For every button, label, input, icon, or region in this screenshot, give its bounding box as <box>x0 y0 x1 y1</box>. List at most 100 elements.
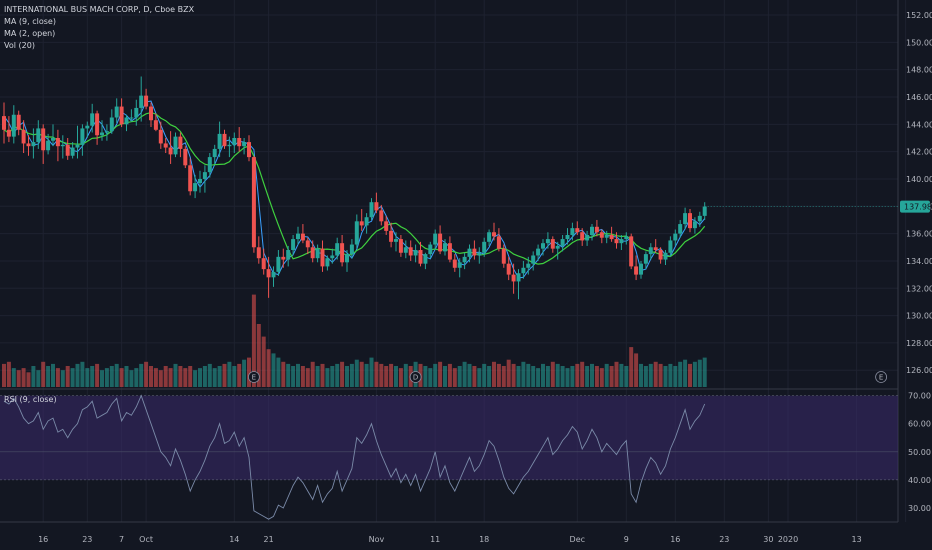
last-price-badge: 137.98 <box>704 200 932 213</box>
candle <box>134 99 139 126</box>
volume-bar <box>673 366 678 387</box>
candle <box>482 237 487 257</box>
candle-body <box>46 140 51 151</box>
price-tick-label: 140.00 <box>906 175 932 184</box>
volume-bar <box>594 366 599 387</box>
candle-body <box>183 148 188 166</box>
candle-body <box>447 243 452 260</box>
rsi-axis[interactable]: 70.00 60.00 50.00 40.00 30.00 <box>908 392 931 513</box>
volume-bar <box>369 357 374 387</box>
candle <box>492 222 496 241</box>
candle <box>531 251 536 271</box>
volume-bar <box>256 324 261 387</box>
candle <box>369 198 374 220</box>
candle <box>648 243 653 260</box>
candle-body <box>653 247 658 251</box>
volume-bar <box>65 366 70 387</box>
rsi-legend-label[interactable]: RSI (9, close) <box>4 395 57 404</box>
candle-body <box>619 239 624 244</box>
candle-body <box>16 114 21 130</box>
candle <box>16 110 21 136</box>
volume-bar <box>394 366 398 387</box>
candle-body <box>21 129 26 144</box>
candle-body <box>609 234 614 240</box>
volume-bar <box>683 359 688 387</box>
candle-body <box>555 245 560 249</box>
candle <box>359 209 364 231</box>
candle <box>51 124 55 147</box>
candle <box>472 240 477 260</box>
candle-body <box>599 232 604 238</box>
price-tick-label: 152.00 <box>906 11 932 20</box>
candle-body <box>305 240 310 248</box>
candle-body <box>90 113 95 126</box>
volume-bar <box>217 366 222 387</box>
candle-body <box>379 210 384 222</box>
volume-bar <box>296 363 300 387</box>
volume-legend-label[interactable]: Vol (20) <box>4 41 35 50</box>
candle-body <box>11 114 16 137</box>
volume-bar <box>536 368 541 387</box>
candle <box>163 137 168 154</box>
volume-bar <box>335 363 340 387</box>
candle <box>85 121 90 138</box>
event-marker-circle <box>409 371 422 383</box>
candle <box>403 240 408 259</box>
candle <box>590 224 594 241</box>
time-axis[interactable]: 16 23 Oct 7 14 21 Nov 11 18 Dec 9 16 23 30 2020 13 <box>38 535 862 544</box>
rsi-line-path <box>3 394 706 520</box>
rsi-tick-label: 50.00 <box>908 448 931 457</box>
candle-body <box>438 233 443 252</box>
ma2-legend-label[interactable]: MA (2, open) <box>4 29 56 38</box>
candle <box>55 129 60 162</box>
candle <box>433 229 438 251</box>
candle-body <box>648 247 653 255</box>
time-tick-label: Nov <box>369 535 385 544</box>
candle-body <box>384 221 389 231</box>
time-tick-label: 16 <box>38 535 48 544</box>
candle <box>31 128 36 159</box>
candle-body <box>202 172 207 179</box>
candle <box>271 266 276 287</box>
candle <box>496 228 501 252</box>
volume-bar <box>90 366 95 387</box>
price-tick-label: 142.00 <box>906 148 932 157</box>
candle-body <box>36 128 41 143</box>
candle-body <box>678 224 683 234</box>
candle-body <box>281 256 286 260</box>
candle-body <box>389 230 394 242</box>
volume-bar <box>521 361 526 387</box>
ma9-legend-label[interactable]: MA (9, close) <box>4 17 56 26</box>
volume-bar <box>604 363 609 387</box>
candle <box>555 241 560 260</box>
event-marker-circle <box>247 371 260 383</box>
price-axis[interactable]: 152.00 150.00 148.00 146.00 144.00 142.00 140.… <box>906 11 932 375</box>
volume-bar <box>178 366 183 387</box>
candle-body <box>173 136 178 155</box>
candle-body <box>217 133 222 149</box>
volume-bar <box>545 366 550 387</box>
candle <box>212 144 217 164</box>
volume-bar <box>212 368 217 387</box>
candle-body <box>320 248 325 267</box>
event-marker: E <box>875 371 887 383</box>
price-tick-label: 150.00 <box>906 38 932 47</box>
candle-body <box>364 217 369 226</box>
candle <box>457 258 462 278</box>
volume-bar <box>668 363 673 387</box>
candle-body <box>310 247 315 259</box>
candles[interactable] <box>2 76 707 300</box>
candle <box>619 234 624 251</box>
candle-body <box>247 142 251 158</box>
candle-body <box>516 273 521 282</box>
candle-body <box>526 263 531 268</box>
candle-body <box>149 106 153 121</box>
candle <box>305 237 310 255</box>
candle-body <box>51 137 55 141</box>
rsi-tick-label: 70.00 <box>908 392 931 401</box>
candle-body <box>634 266 639 275</box>
volume-bar <box>580 361 585 387</box>
symbol-title[interactable]: INTERNATIONAL BUS MACH CORP, D, Cboe BZX <box>4 5 195 14</box>
